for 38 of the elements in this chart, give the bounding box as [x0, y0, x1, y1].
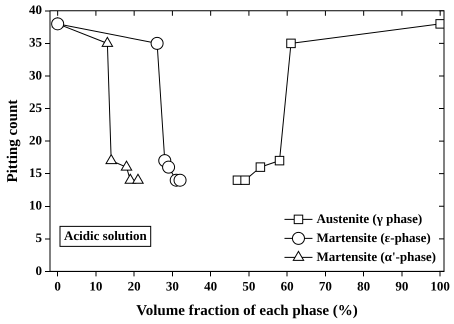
point — [162, 160, 176, 174]
point — [256, 162, 266, 172]
point — [174, 174, 187, 187]
x-tick-label: 40 — [204, 278, 218, 294]
x-tick-label: 20 — [128, 278, 141, 294]
y-tick-label: 10 — [29, 198, 42, 213]
x-tick-label: 60 — [280, 278, 294, 294]
legend-label: Martensite (α'-phase) — [316, 248, 436, 264]
point — [120, 160, 132, 171]
annotation: Acidic solution — [64, 228, 148, 243]
point — [435, 19, 444, 29]
legend-label: Austenite (γ phase) — [316, 210, 422, 226]
y-tick-label: 35 — [29, 34, 42, 50]
point — [106, 154, 117, 164]
y-tick-label: 25 — [29, 100, 42, 115]
legend-label: Martensite (ε-phase) — [316, 230, 431, 245]
x-tick-label: 100 — [430, 278, 450, 294]
x-tick-label: 30 — [166, 278, 179, 294]
y-tick-label: 20 — [29, 132, 42, 148]
x-tick-label: 0 — [54, 278, 61, 294]
point — [286, 38, 296, 48]
y-tick-label: 30 — [29, 67, 42, 82]
x-tick-label: 10 — [89, 278, 102, 294]
point — [132, 174, 144, 184]
x-tick-label: 70 — [318, 278, 332, 294]
y-tick-label: 40 — [29, 2, 42, 18]
y-tick-label: 0 — [36, 262, 42, 278]
x-tick-label: 90 — [395, 278, 408, 294]
point — [240, 175, 250, 185]
point — [150, 36, 164, 50]
y-tick-label: 15 — [29, 165, 42, 180]
point — [51, 17, 64, 30]
point — [274, 156, 284, 166]
x-tick-label: 80 — [357, 278, 370, 294]
y-tick-label: 5 — [36, 230, 42, 246]
y-axis-title: Pitting count — [4, 100, 21, 183]
x-axis-title: Volume fraction of each phase (%) — [136, 302, 358, 319]
x-tick-label: 50 — [242, 278, 256, 294]
